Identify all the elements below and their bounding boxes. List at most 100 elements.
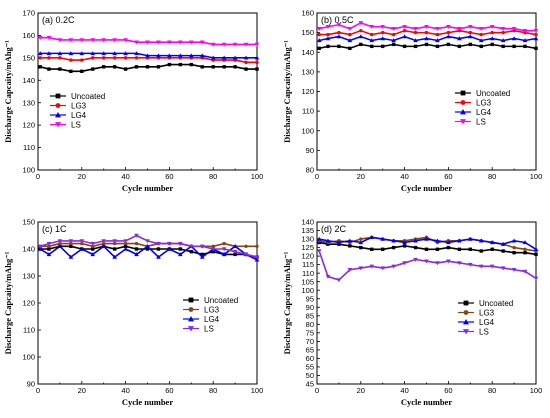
data-point (47, 56, 51, 60)
y-tick-label: 140 (22, 76, 35, 85)
data-point (156, 254, 161, 259)
y-tick-label: 160 (22, 31, 35, 40)
data-point (123, 244, 128, 248)
data-point (478, 238, 484, 243)
data-point (479, 249, 483, 253)
data-point (336, 23, 342, 28)
data-point (347, 27, 353, 31)
data-point (112, 51, 117, 56)
data-point (47, 247, 51, 251)
y-tick-label: 95 (306, 294, 314, 303)
data-point (523, 247, 527, 251)
data-point (457, 44, 462, 49)
data-point (316, 249, 322, 254)
data-point (244, 244, 248, 248)
data-point (200, 65, 204, 69)
legend-marker (460, 109, 466, 115)
data-point (37, 35, 43, 40)
data-point (79, 51, 85, 56)
data-point (533, 36, 539, 41)
y-axis-label: Discharge Capcaity/mAhg⁻¹ (282, 40, 292, 143)
y-tick-label: 90 (306, 146, 314, 155)
data-point (326, 242, 330, 246)
data-point (381, 30, 385, 35)
data-point (489, 264, 495, 269)
data-point (68, 254, 74, 259)
data-point (391, 38, 396, 43)
data-point (424, 36, 429, 41)
data-point (167, 241, 172, 246)
data-point (512, 250, 516, 255)
series-lg4 (37, 51, 260, 60)
data-point (102, 56, 106, 60)
data-point (221, 55, 227, 60)
y-tick-label: 90 (27, 380, 35, 389)
data-point (316, 27, 322, 31)
x-tick-label: 60 (165, 172, 173, 181)
data-point (370, 44, 374, 49)
data-point (326, 44, 330, 49)
panel-title: (b) 0.5C (321, 15, 354, 25)
data-point (254, 55, 260, 60)
y-tick-label: 130 (301, 235, 314, 244)
series-line (318, 250, 537, 281)
data-point (178, 247, 183, 251)
chart-panel-1: 0 20 40 60 80 100 100 110 120 130 140 150 160 170 (a) … (3, 9, 263, 193)
data-point (243, 42, 249, 47)
data-point (534, 252, 538, 257)
data-point (156, 241, 161, 246)
legend-marker (460, 100, 466, 105)
data-point (101, 51, 106, 56)
data-point (391, 27, 396, 31)
series-ls (316, 249, 539, 283)
data-point (91, 244, 95, 248)
data-point (512, 44, 516, 49)
data-point (457, 261, 462, 266)
data-point (348, 32, 352, 37)
data-point (533, 276, 539, 281)
data-point (134, 241, 139, 246)
data-point (178, 241, 183, 246)
data-point (80, 69, 84, 74)
data-point (123, 246, 128, 251)
data-point (457, 36, 462, 41)
data-point (221, 252, 227, 257)
x-tick-label: 0 (315, 172, 319, 181)
data-point (381, 44, 385, 49)
data-point (317, 240, 321, 245)
data-point (391, 32, 396, 37)
y-tick-label: 140 (301, 48, 314, 57)
data-point (232, 250, 238, 254)
data-point (134, 56, 139, 60)
data-point (255, 67, 259, 71)
data-point (380, 36, 385, 41)
data-point (489, 25, 495, 30)
data-point (359, 42, 363, 47)
y-tick-label: 170 (22, 9, 35, 18)
legend-label: LG4 (71, 111, 87, 120)
data-point (359, 245, 363, 250)
data-point (210, 55, 216, 60)
data-point (243, 252, 249, 257)
x-tick-label: 60 (165, 386, 173, 395)
data-point (244, 67, 248, 71)
data-point (490, 42, 494, 47)
data-point (489, 36, 495, 41)
data-point (511, 238, 517, 243)
data-point (167, 40, 172, 45)
data-point (58, 241, 62, 246)
panel-title: (d) 2C (321, 224, 347, 234)
x-tick-label: 100 (530, 172, 543, 181)
data-point (46, 252, 52, 257)
x-tick-label: 20 (78, 386, 86, 395)
x-tick-label: 40 (121, 172, 129, 181)
data-point (91, 67, 95, 71)
data-point (178, 40, 183, 45)
data-point (435, 238, 440, 243)
data-point (145, 65, 150, 69)
legend-label: Uncoated (204, 296, 238, 305)
data-point (47, 67, 51, 71)
data-point (91, 56, 95, 60)
data-point (199, 40, 205, 45)
x-tick-label: 60 (444, 386, 452, 395)
